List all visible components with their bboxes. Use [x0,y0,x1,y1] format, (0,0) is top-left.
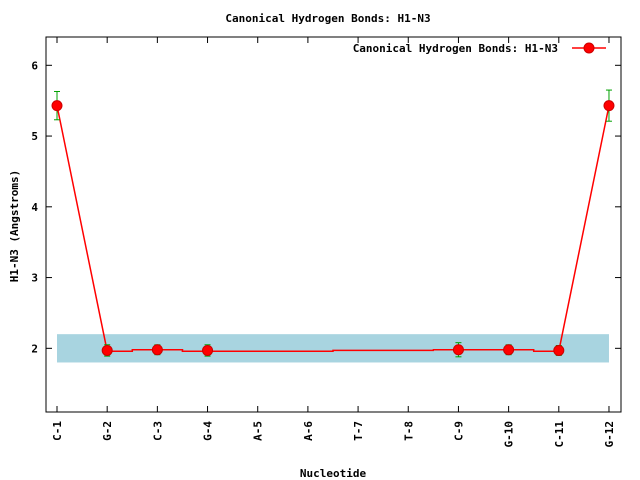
legend-entry-label: Canonical Hydrogen Bonds: H1-N3 [353,42,558,55]
y-tick-label: 5 [31,130,38,143]
x-tick-label: G-10 [503,421,516,448]
legend: Canonical Hydrogen Bonds: H1-N3 [353,42,606,55]
data-point [452,344,464,356]
y-tick-label: 6 [31,59,38,72]
y-tick-label: 3 [31,272,38,285]
data-point [202,344,214,356]
x-tick-label: G-12 [603,421,616,448]
y-tick-label: 4 [31,201,38,214]
series-marks [51,89,615,358]
x-tick-label: A-6 [302,421,315,441]
data-point [603,100,615,112]
plot-frame [45,36,622,413]
x-tick-label: G-4 [202,421,215,441]
x-tick-label: A-5 [252,421,265,441]
y-axis-label: H1-N3 (Angstroms) [8,170,21,283]
reference-band [57,334,609,363]
x-tick-label: C-9 [452,421,465,441]
chart-title: Canonical Hydrogen Bonds: H1-N3 [225,12,430,25]
x-tick-label: T-8 [402,421,415,441]
legend-marker-sample [583,42,595,54]
x-tick-label: C-11 [553,421,566,448]
x-tick-label: T-7 [352,421,365,441]
data-point [503,344,515,356]
data-point [151,344,163,356]
x-tick-label: G-2 [101,421,114,441]
y-tick-label: 2 [31,342,38,355]
series-line [56,105,610,352]
data-point [553,344,565,356]
data-point [101,344,113,356]
x-tick-label: C-3 [151,421,164,441]
data-point [51,100,63,112]
axes: 2 3 4 5 6 C-1 G-2 C-3 G-4 A-5 A-6 T-7 T-8 C-9 G-10 C-11… [31,36,622,448]
x-tick-label: C-1 [51,421,64,441]
x-axis-label: Nucleotide [300,467,367,480]
